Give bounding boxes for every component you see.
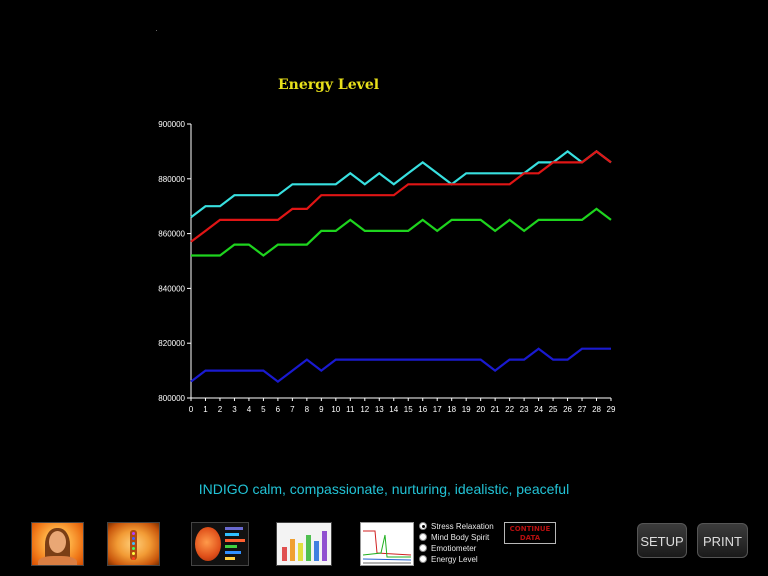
x-tick-label: 24: [534, 405, 543, 414]
body-figure: [130, 530, 137, 560]
option-stress-relaxation[interactable]: Stress Relaxation: [418, 521, 508, 532]
x-tick-label: 5: [261, 405, 266, 414]
option-label: Emotiometer: [431, 544, 477, 553]
x-tick-label: 14: [389, 405, 398, 414]
view-options: Stress Relaxation Mind Body Spirit Emoti…: [418, 521, 508, 565]
series-line-2: [190, 150, 612, 243]
y-tick-label: 900000: [158, 120, 185, 129]
graph-thumbnail[interactable]: [360, 522, 414, 566]
x-tick-label: 23: [520, 405, 529, 414]
chakra-dot: [132, 532, 135, 535]
level-bar: [225, 545, 237, 548]
grid-column: [298, 543, 303, 561]
x-tick-label: 12: [360, 405, 369, 414]
face-shape: [49, 531, 66, 553]
radio-button[interactable]: [419, 533, 427, 541]
x-tick-label: 22: [505, 405, 514, 414]
level-bar: [225, 533, 239, 536]
series-line-1: [190, 150, 612, 219]
chart-title: Energy Level: [278, 77, 380, 93]
grid-column: [322, 531, 327, 561]
option-mind-body-spirit[interactable]: Mind Body Spirit: [418, 532, 508, 543]
shoulders-shape: [38, 556, 77, 565]
x-tick-label: 19: [462, 405, 471, 414]
print-button[interactable]: PRINT: [697, 523, 748, 558]
x-tick-label: 2: [218, 405, 223, 414]
x-tick-label: 28: [592, 405, 601, 414]
y-tick-label: 860000: [158, 230, 185, 239]
x-tick-label: 20: [476, 405, 485, 414]
y-tick-label: 880000: [158, 175, 185, 184]
x-tick-label: 29: [607, 405, 616, 414]
x-tick-label: 1: [203, 405, 208, 414]
chakra-dot: [132, 557, 135, 560]
level-bar: [225, 527, 243, 530]
continue-label: CONTINUE: [509, 525, 551, 533]
data-label: DATA: [519, 534, 541, 542]
chakra-dot: [132, 547, 135, 550]
grid-column: [290, 539, 295, 561]
chakra-dot: [132, 542, 135, 545]
mini-graph-icon: [362, 530, 412, 564]
x-tick-label: 7: [290, 405, 295, 414]
grid-column: [314, 541, 319, 561]
grid-column: [282, 547, 287, 561]
x-tick-label: 13: [375, 405, 384, 414]
x-tick-label: 26: [563, 405, 572, 414]
series-line-3: [191, 207, 612, 257]
level-bar: [225, 539, 245, 542]
x-tick-label: 3: [232, 405, 237, 414]
organ-analysis-thumbnail[interactable]: [191, 522, 249, 566]
chakra-dot: [132, 552, 135, 555]
option-label: Mind Body Spirit: [431, 533, 490, 542]
x-tick-label: 8: [305, 405, 310, 414]
x-tick-label: 15: [404, 405, 413, 414]
level-bar: [225, 557, 235, 560]
continue-data-button[interactable]: CONTINUE DATA: [504, 522, 556, 544]
x-tick-label: 18: [447, 405, 456, 414]
option-emotiometer[interactable]: Emotiometer: [418, 543, 508, 554]
x-tick-label: 11: [346, 405, 355, 414]
y-tick-label: 840000: [158, 284, 185, 293]
option-energy-level[interactable]: Energy Level: [418, 554, 508, 565]
option-label: Energy Level: [431, 555, 478, 564]
y-tick-label: 820000: [158, 339, 185, 348]
radio-button[interactable]: [419, 522, 427, 530]
x-tick-label: 0: [189, 405, 194, 414]
series-line-4: [190, 347, 611, 383]
x-tick-label: 21: [491, 405, 500, 414]
level-bar: [225, 551, 241, 554]
color-mood-description: INDIGO calm, compassionate, nurturing, i…: [198, 481, 570, 497]
x-tick-label: 4: [247, 405, 252, 414]
chakra-body-thumbnail[interactable]: [107, 522, 160, 566]
x-tick-label: 9: [319, 405, 324, 414]
x-tick-label: 25: [549, 405, 558, 414]
setup-button[interactable]: SETUP: [637, 523, 687, 558]
x-tick-label: 10: [331, 405, 340, 414]
y-tick-label: 800000: [158, 394, 185, 403]
aura-egg-shape: [195, 527, 221, 561]
x-tick-label: 6: [276, 405, 281, 414]
radio-button[interactable]: [419, 555, 427, 563]
aura-face-thumbnail[interactable]: [31, 522, 84, 566]
grid-column: [306, 535, 311, 561]
option-label: Stress Relaxation: [431, 522, 494, 531]
x-tick-label: 16: [418, 405, 427, 414]
stray-pixel: [156, 30, 157, 31]
chakra-dot: [132, 537, 135, 540]
radio-button[interactable]: [419, 544, 427, 552]
x-tick-label: 17: [433, 405, 442, 414]
x-tick-label: 27: [578, 405, 587, 414]
color-grid-thumbnail[interactable]: [276, 522, 332, 566]
